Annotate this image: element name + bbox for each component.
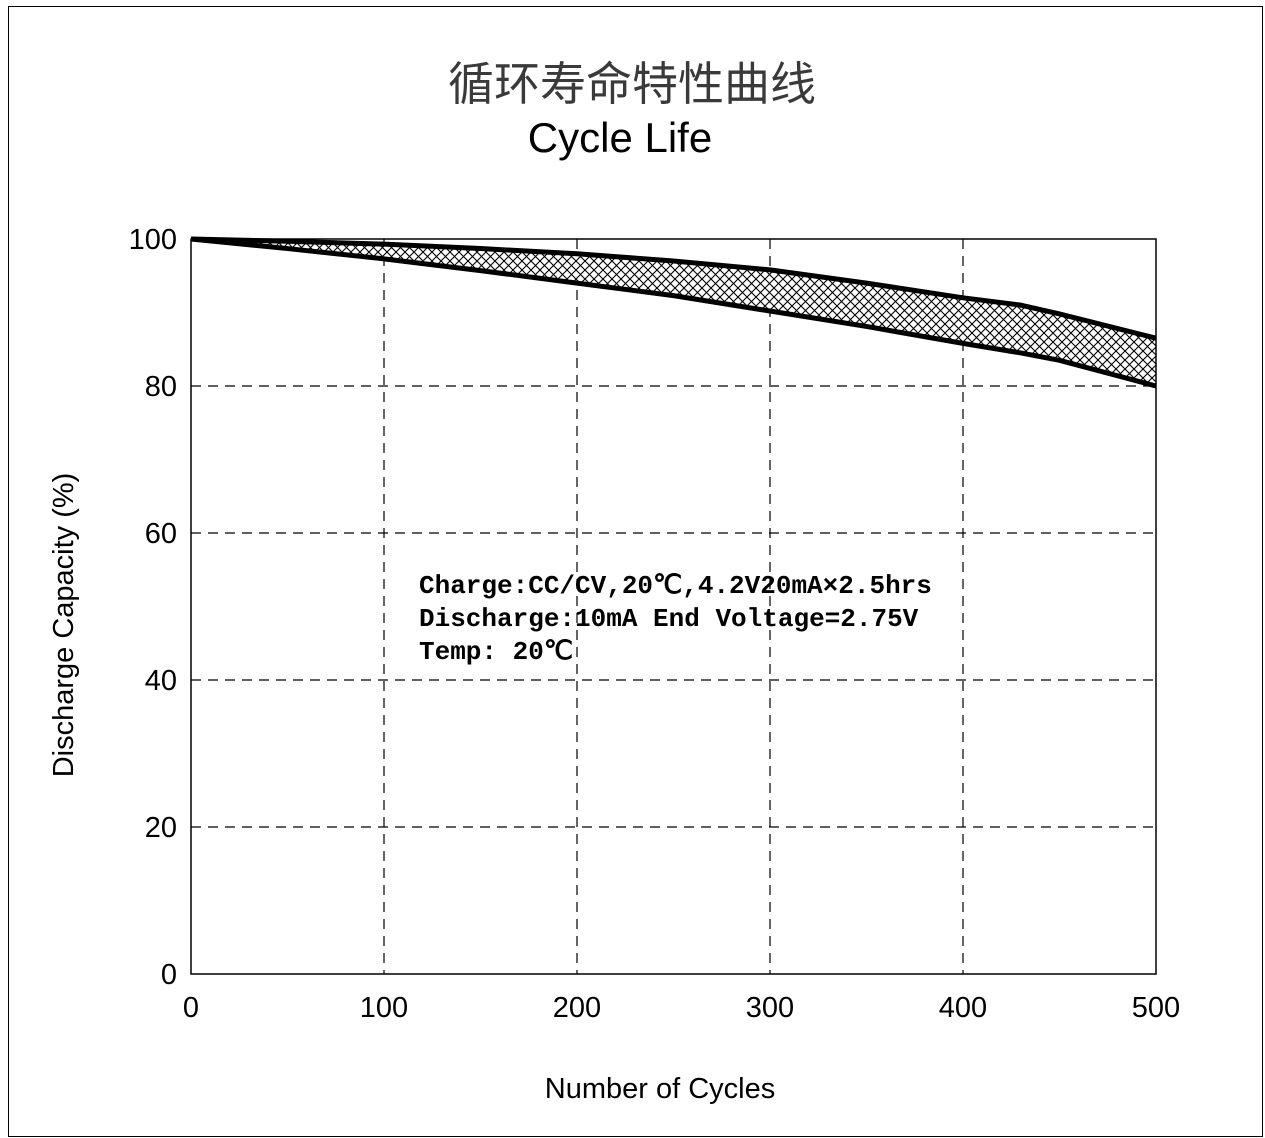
y-tick-label: 0 [161, 959, 177, 991]
annotation-charge: Charge:CC/CV,20℃,4.2V20mA×2.5hrs [419, 571, 932, 601]
series-lines [190, 236, 1157, 389]
y-tick-label: 60 [145, 518, 177, 550]
x-tick-label: 500 [1132, 992, 1180, 1024]
plot-area-border [190, 238, 1157, 975]
grid-lines [191, 239, 1156, 974]
x-tick-labels: 0 100 200 300 400 500 [183, 992, 1180, 1024]
x-tick-label: 300 [746, 992, 794, 1024]
y-tick-label: 80 [145, 371, 177, 403]
chart-subtitle: Cycle Life [528, 114, 712, 161]
capacity-band [191, 239, 1156, 386]
y-tick-label: 20 [145, 812, 177, 844]
annotation-temp: Temp: 20℃ [419, 637, 573, 667]
y-axis-label: Discharge Capacity (%) [48, 473, 80, 778]
x-axis-label: Number of Cycles [545, 1073, 775, 1105]
y-tick-labels: 0 20 40 60 80 100 [129, 224, 177, 991]
chart-title: 循环寿命特性曲线 [448, 57, 816, 111]
series-line-1 [190, 236, 1157, 389]
y-tick-label: 40 [145, 665, 177, 697]
series-line-0 [190, 236, 1157, 341]
x-tick-label: 200 [553, 992, 601, 1024]
chart-frame [8, 6, 1263, 1137]
y-tick-label: 100 [129, 224, 177, 256]
annotation-discharge: Discharge:10mA End Voltage=2.75V [419, 604, 919, 634]
x-tick-label: 400 [939, 992, 987, 1024]
x-tick-label: 0 [183, 992, 199, 1024]
x-tick-label: 100 [360, 992, 408, 1024]
